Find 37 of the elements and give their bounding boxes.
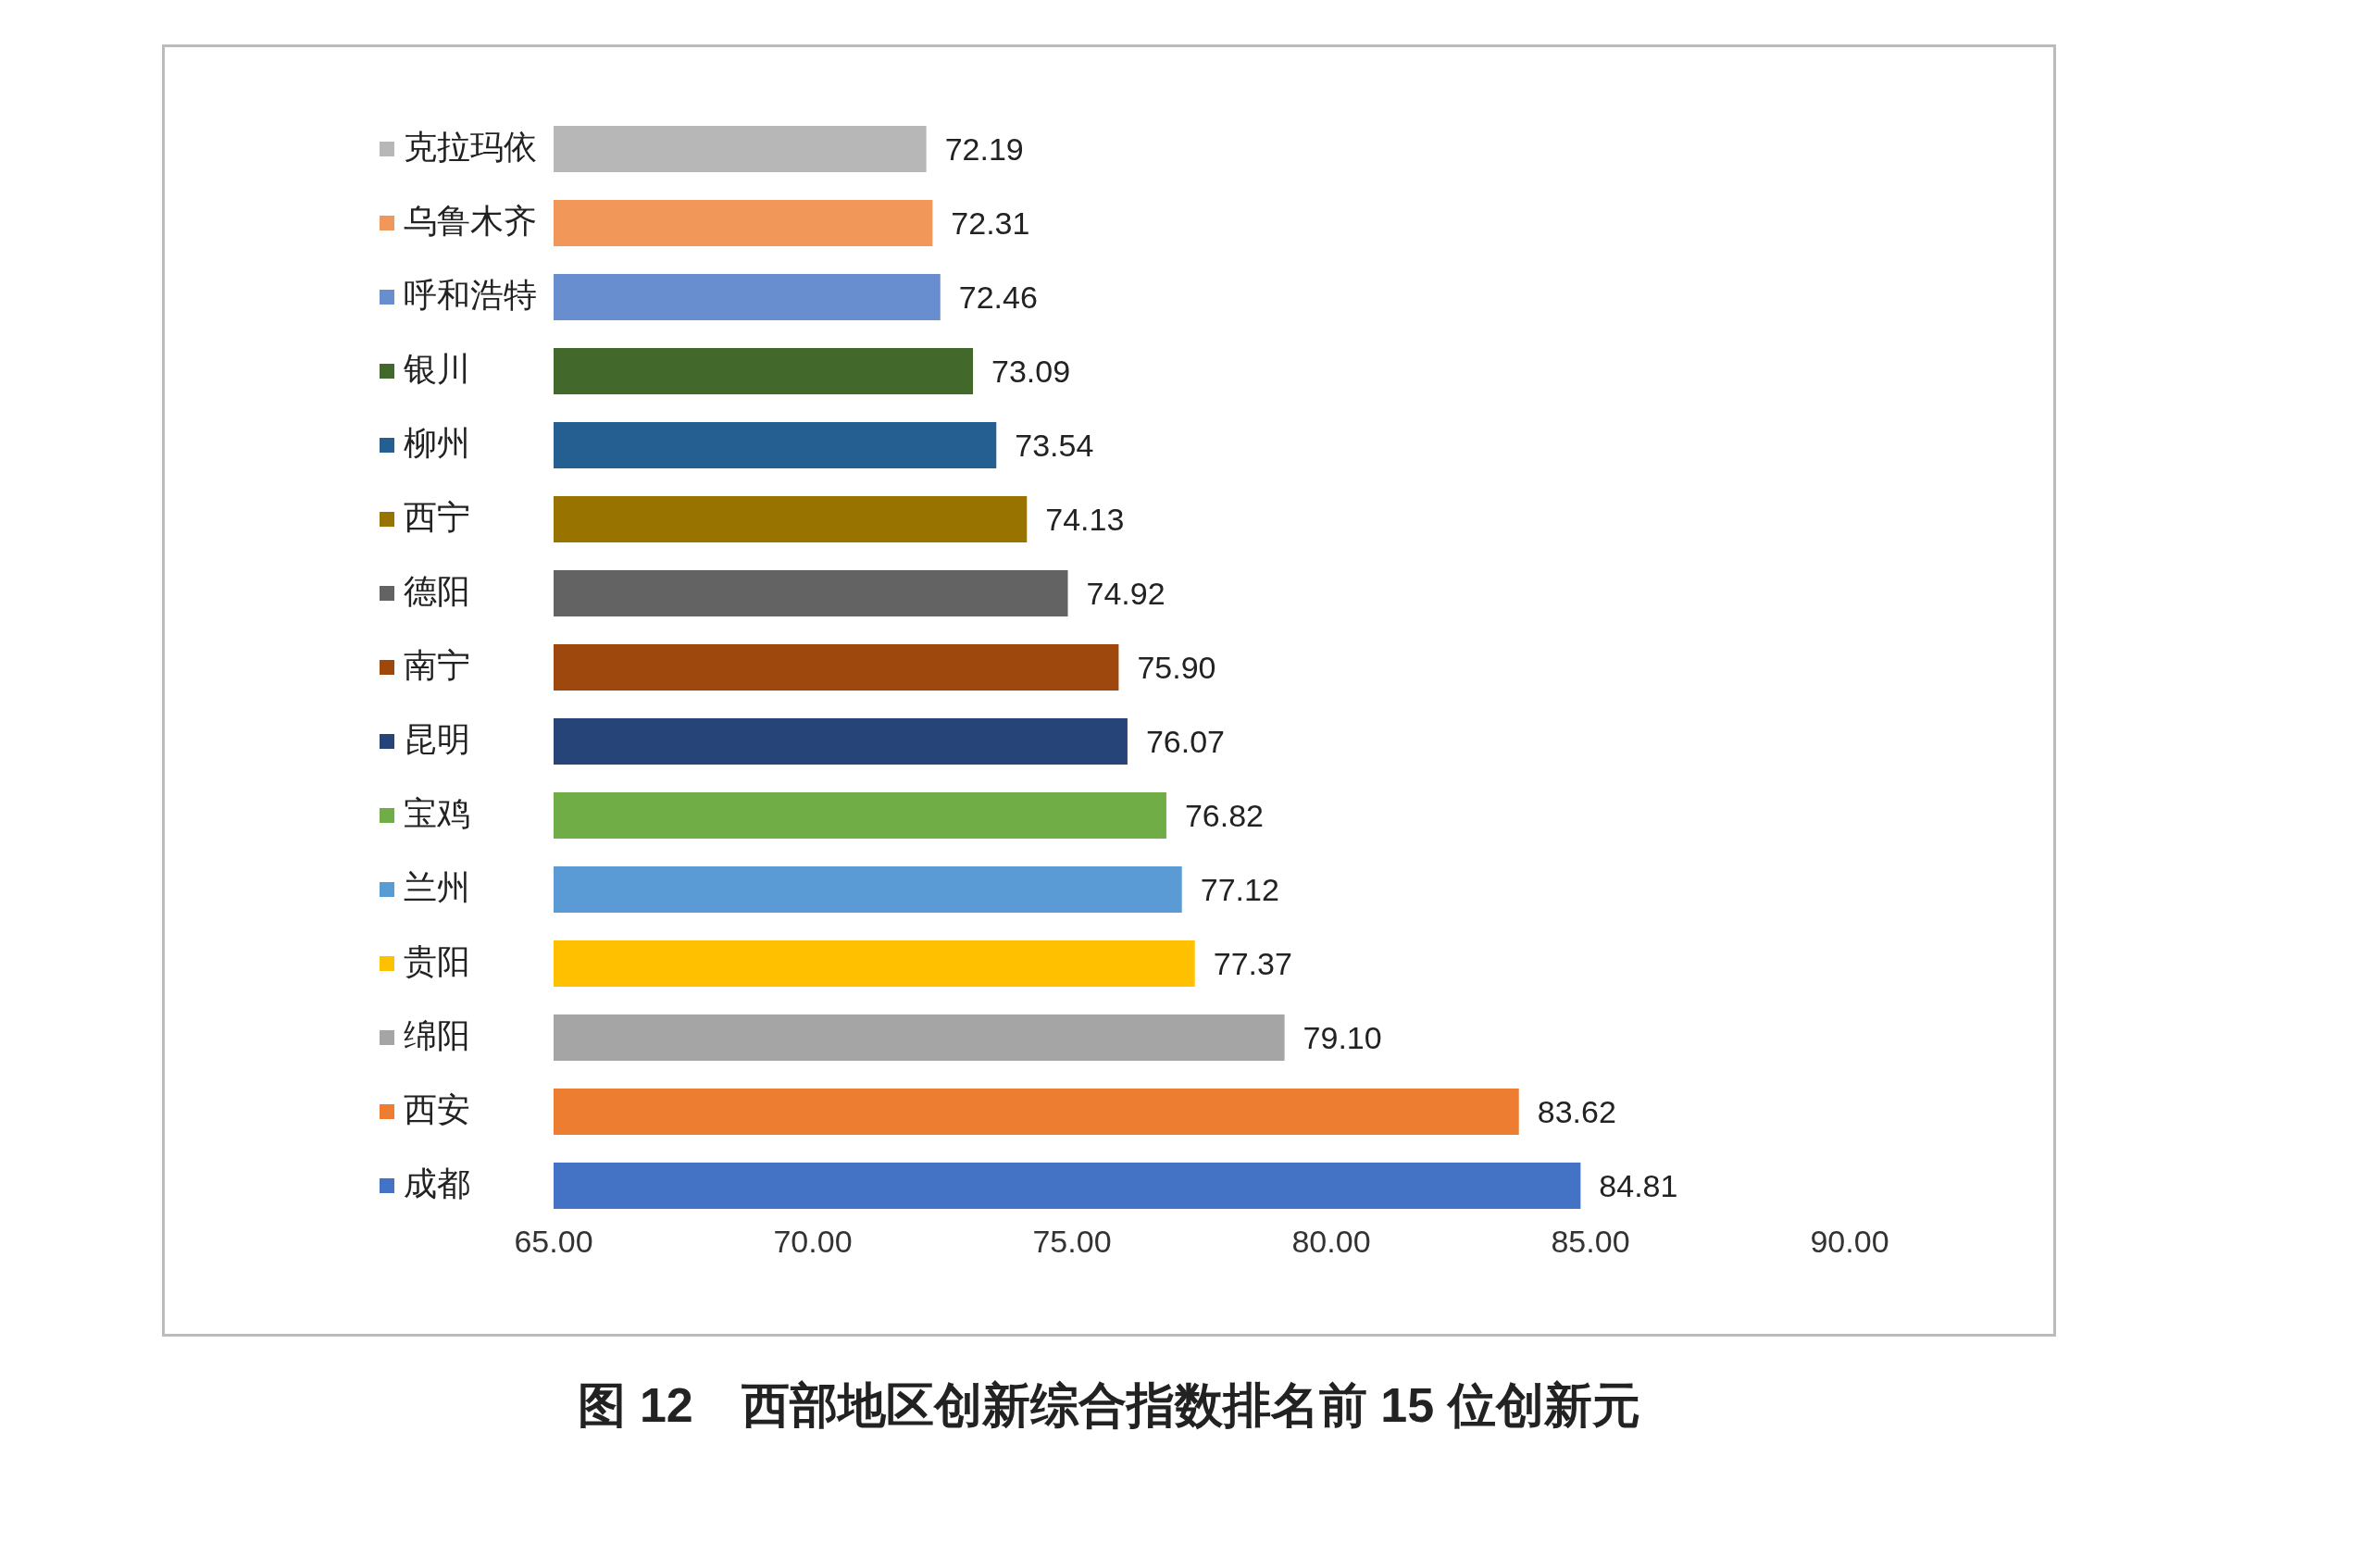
data-label: 73.54	[1015, 428, 1094, 464]
data-label: 83.62	[1537, 1094, 1616, 1130]
data-label: 72.19	[944, 131, 1024, 168]
x-tick-label: 85.00	[1551, 1224, 1630, 1260]
data-label: 75.90	[1137, 650, 1216, 686]
y-tick-label: 银川	[403, 350, 470, 388]
y-tick-label: 绵阳	[404, 1016, 470, 1054]
y-tick-label: 柳州	[404, 424, 470, 462]
y-tick-label: 西安	[404, 1090, 470, 1128]
data-label: 74.92	[1086, 576, 1166, 612]
data-label: 77.12	[1200, 872, 1279, 908]
data-label: 73.09	[991, 354, 1071, 390]
data-label: 72.31	[951, 205, 1030, 242]
y-tick-label: 昆明	[404, 720, 470, 758]
y-tick-label: 成都	[404, 1164, 470, 1202]
y-tick-label: 贵阳	[404, 942, 470, 980]
x-tick-label: 70.00	[773, 1224, 853, 1260]
y-tick-label: 克拉玛依	[404, 128, 537, 166]
y-tick-label: 南宁	[404, 646, 470, 684]
x-tick-label: 75.00	[1032, 1224, 1112, 1260]
data-label: 77.37	[1213, 946, 1292, 982]
y-tick-label: 宝鸡	[404, 794, 470, 832]
data-label: 76.82	[1184, 798, 1265, 834]
x-tick-label: 90.00	[1810, 1224, 1889, 1260]
data-label: 72.46	[958, 280, 1038, 316]
x-tick-label: 80.00	[1291, 1224, 1371, 1260]
y-tick-label: 呼和浩特	[404, 276, 537, 314]
text: 图 12 西部地区创新综合指数排名前 15 位创新元	[577, 1377, 1641, 1434]
y-tick-label: 乌鲁木齐	[404, 202, 537, 240]
data-label: 74.13	[1045, 502, 1125, 538]
y-tick-label: 德阳	[404, 572, 470, 610]
data-label: 79.10	[1303, 1020, 1382, 1056]
data-label: 76.07	[1145, 724, 1226, 760]
data-label: 84.81	[1599, 1168, 1678, 1204]
x-tick-label: 65.00	[514, 1224, 593, 1260]
y-tick-label: 西宁	[404, 498, 470, 536]
y-tick-label: 兰州	[404, 868, 470, 906]
